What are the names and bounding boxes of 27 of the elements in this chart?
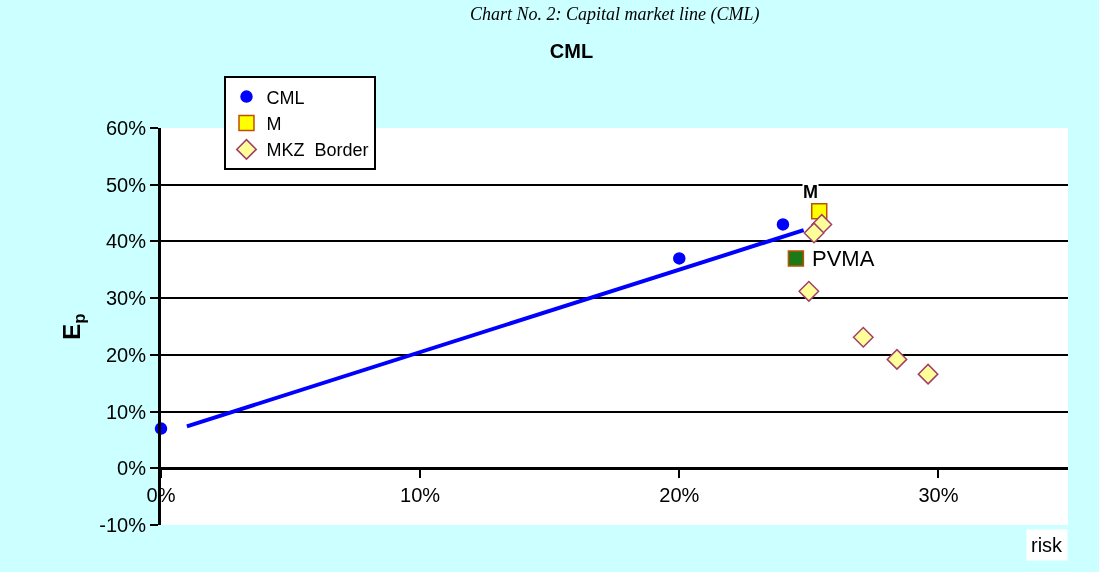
- x-axis-title: risk: [1031, 534, 1064, 556]
- y-tick-label: 20%: [105, 343, 147, 366]
- y-tick-label: 40%: [105, 230, 147, 253]
- y-tick-label: 30%: [105, 287, 147, 310]
- y-tick-label: 0%: [117, 457, 147, 480]
- point: [852, 326, 874, 348]
- legend-label: MKZ Border: [266, 140, 369, 161]
- chart-title: CML: [549, 40, 594, 63]
- annotation: PVMA: [812, 246, 875, 271]
- y-tick-label: 50%: [105, 173, 147, 196]
- chart-subtitle: Chart No. 2: Capital market line (CML): [470, 4, 760, 25]
- point: [787, 250, 805, 267]
- point: [776, 218, 790, 231]
- legend-label: M: [266, 114, 282, 135]
- annotation: M: [803, 182, 818, 202]
- x-tick-label: 20%: [659, 484, 700, 507]
- legend-label: CML: [266, 87, 305, 108]
- x-tick-label: 30%: [918, 484, 959, 507]
- point: [886, 348, 908, 370]
- x-tick-label: 10%: [400, 484, 441, 507]
- point: [673, 252, 686, 265]
- point: [803, 222, 825, 244]
- y-tick-label: 60%: [105, 117, 147, 139]
- y-tick-label: -10%: [99, 514, 147, 536]
- point: [917, 363, 939, 385]
- point: [798, 280, 820, 302]
- y-tick-label: 10%: [105, 400, 147, 423]
